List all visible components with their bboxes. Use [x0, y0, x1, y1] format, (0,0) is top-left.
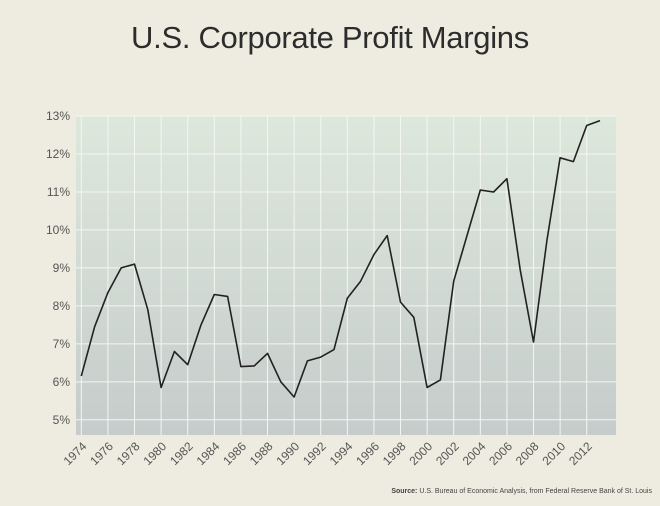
profit-margin-line: [80, 119, 601, 398]
x-tick-label: 2002: [433, 439, 462, 468]
x-tick-label: 1980: [140, 439, 169, 468]
x-tick-label: 2000: [406, 439, 435, 468]
y-tick-label: 11%: [47, 185, 70, 199]
y-tick-label: 10%: [46, 223, 70, 237]
y-tick-label: 12%: [46, 147, 70, 161]
chart-title: U.S. Corporate Profit Margins: [131, 20, 529, 55]
x-tick-label: 1976: [87, 439, 116, 468]
x-tick-label: 2006: [486, 439, 515, 468]
plot-area: [76, 116, 616, 435]
x-tick-label: 1994: [327, 439, 356, 468]
y-tick-label: 6%: [53, 375, 71, 389]
x-tick-label: 2012: [566, 439, 595, 468]
x-tick-label: 1992: [300, 439, 329, 468]
source-text: U.S. Bureau of Economic Analysis, from F…: [419, 488, 652, 495]
x-tick-label: 1982: [167, 439, 196, 468]
y-tick-label: 8%: [53, 299, 71, 313]
x-tick-label: 1984: [194, 439, 223, 468]
y-tick-label: 5%: [53, 413, 71, 427]
x-tick-label: 2004: [460, 439, 489, 468]
x-tick-label: 1978: [114, 439, 143, 468]
x-tick-label: 1974: [61, 439, 90, 468]
x-tick-label: 1998: [380, 439, 409, 468]
grid: [76, 115, 616, 435]
x-tick-label: 1986: [220, 439, 249, 468]
y-tick-label: 7%: [53, 337, 71, 351]
x-tick-label: 2010: [539, 439, 568, 468]
x-tick-label: 2008: [513, 439, 542, 468]
x-tick-label: 1988: [247, 439, 276, 468]
y-tick-label: 13%: [46, 109, 70, 123]
x-tick-labels: 1974197619781980198219841986198819901992…: [61, 439, 595, 468]
x-tick-label: 1990: [273, 439, 302, 468]
y-tick-label: 9%: [53, 261, 71, 275]
source-label: Source:: [391, 488, 418, 495]
source-note: Source: U.S. Bureau of Economic Analysis…: [391, 488, 652, 495]
y-tick-labels: 5% 6% 7% 8% 9% 10% 11% 12% 13%: [46, 109, 70, 427]
x-tick-label: 1996: [353, 439, 382, 468]
